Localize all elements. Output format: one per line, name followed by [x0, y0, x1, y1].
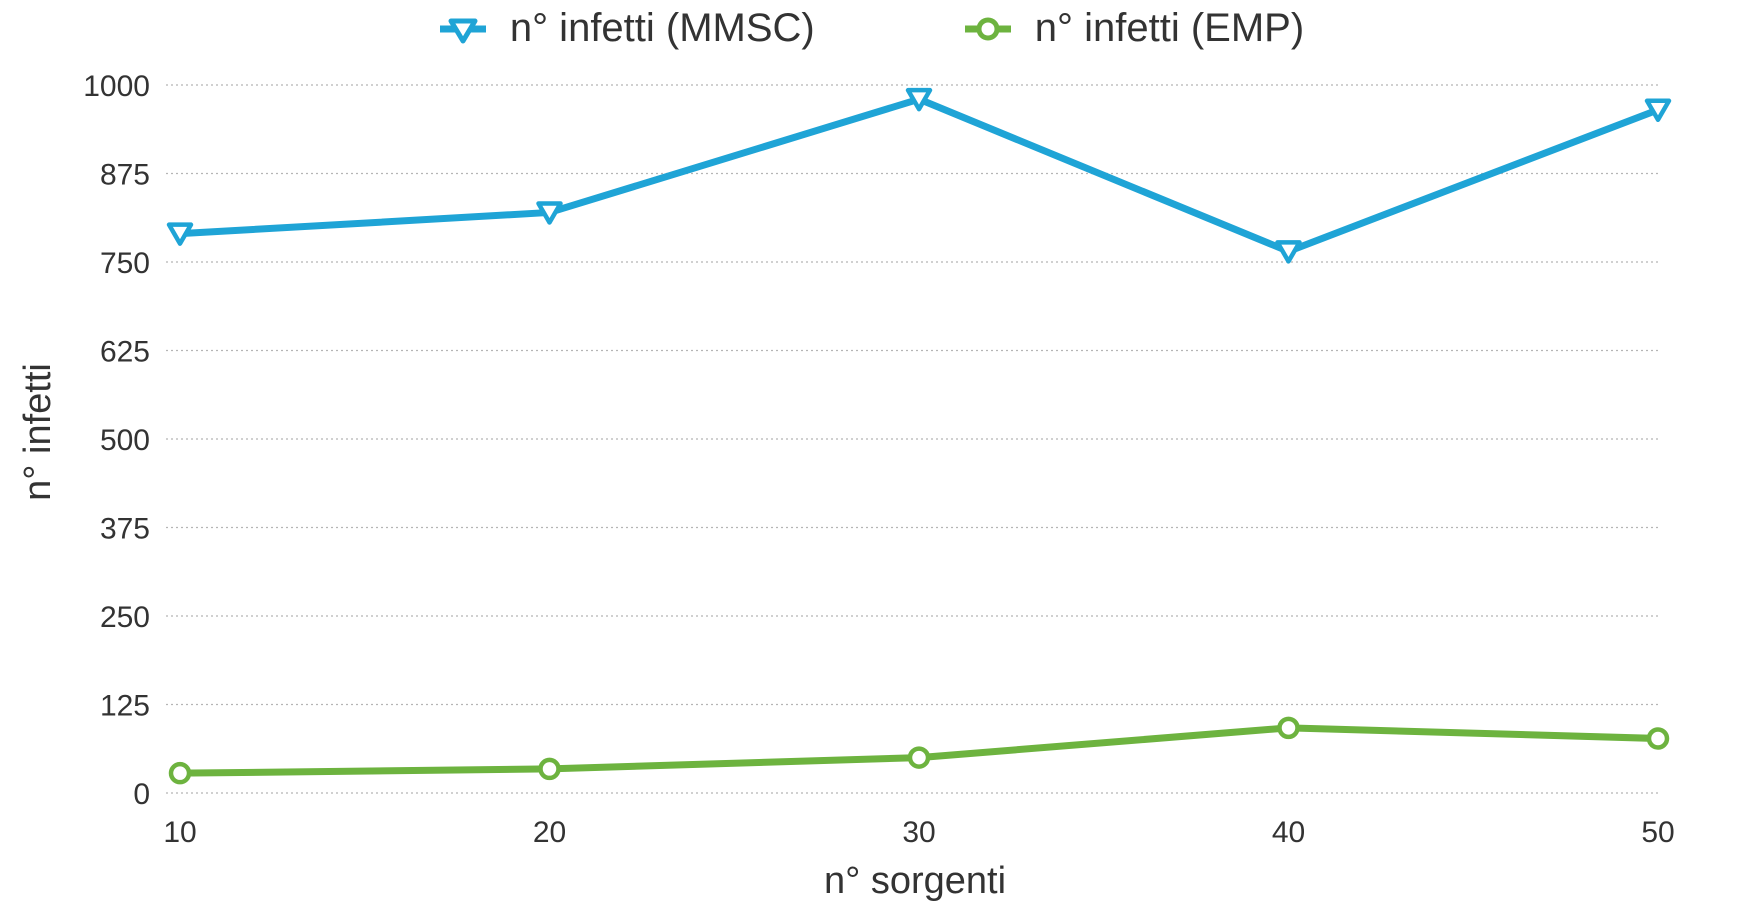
y-tick-label: 1000	[83, 70, 150, 103]
data-point	[905, 87, 933, 112]
data-point	[536, 201, 563, 225]
legend: n° infetti (MMSC) n° infetti (EMP)	[0, 6, 1744, 51]
y-tick-label: 750	[100, 247, 150, 280]
data-point	[1646, 727, 1670, 750]
data-point	[907, 746, 931, 769]
x-tick-label: 20	[533, 816, 566, 849]
data-point	[1275, 240, 1302, 264]
legend-swatch-mmsc	[439, 18, 486, 43]
series-line	[176, 95, 1662, 255]
data-point	[538, 757, 561, 781]
x-tick-labels: 10 20 30 40 50	[163, 816, 1674, 849]
data-point	[1644, 98, 1672, 123]
legend-label-emp: n° infetti (EMP)	[1034, 6, 1305, 50]
series-mmsc	[166, 87, 1672, 264]
y-tick-label: 250	[100, 601, 150, 634]
legend-item-mmsc: n° infetti (MMSC)	[439, 6, 815, 51]
x-tick-label: 50	[1641, 816, 1674, 849]
y-tick-label: 375	[100, 513, 150, 546]
legend-swatch-emp	[964, 17, 1011, 40]
y-tick-label: 0	[133, 778, 150, 811]
x-tick-label: 30	[902, 816, 935, 849]
y-axis-label: n° infetti	[17, 363, 59, 501]
y-tick-label: 125	[100, 690, 150, 723]
y-tick-labels: 0 125 250 375 500 625 750 875 1000	[83, 70, 150, 811]
x-tick-label: 40	[1272, 816, 1305, 849]
legend-label-mmsc: n° infetti (MMSC)	[509, 6, 815, 50]
legend-item-emp: n° infetti (EMP)	[964, 6, 1305, 51]
y-tick-label: 500	[100, 424, 150, 457]
x-axis-label: n° sorgenti	[824, 860, 1006, 902]
data-point	[168, 761, 192, 785]
y-tick-label: 625	[100, 336, 150, 369]
y-tick-label: 875	[100, 159, 150, 192]
series-emp	[168, 716, 1670, 785]
series-layer	[166, 87, 1672, 785]
data-point	[166, 222, 194, 246]
data-point	[1277, 716, 1300, 740]
gridlines	[166, 84, 1658, 794]
x-tick-label: 10	[163, 816, 196, 849]
